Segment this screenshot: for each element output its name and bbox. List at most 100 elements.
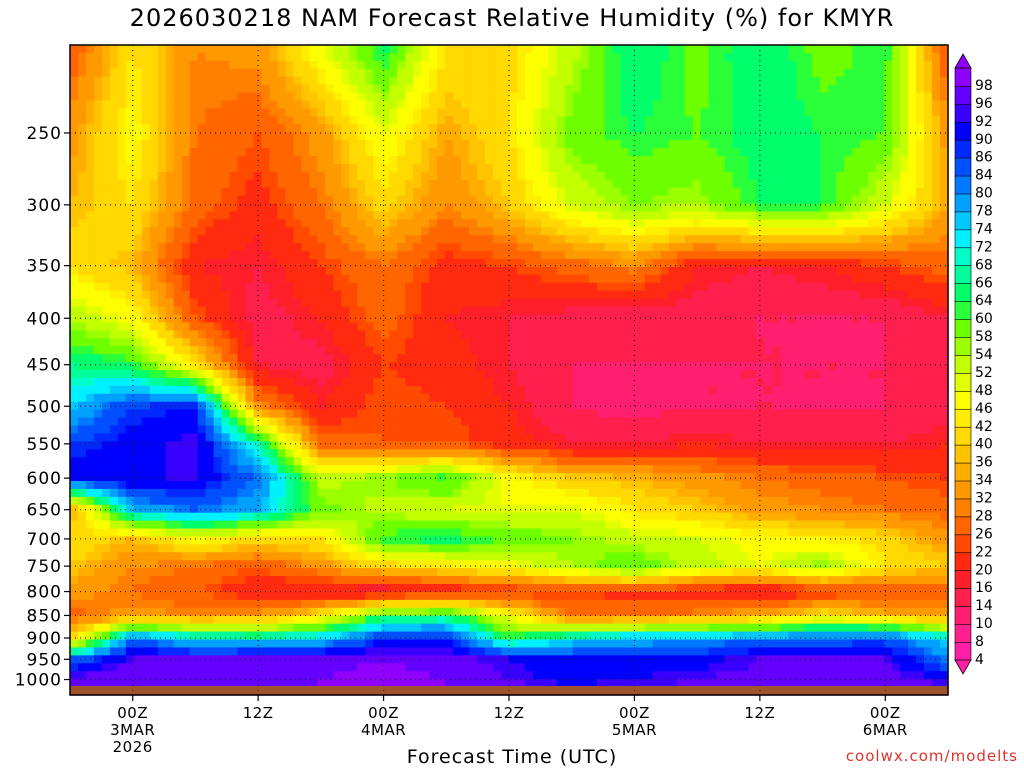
heat-cell xyxy=(101,219,111,228)
heat-cell xyxy=(716,60,726,70)
heat-cell xyxy=(317,235,327,244)
heat-cell xyxy=(397,179,406,189)
heat-cell xyxy=(524,282,534,292)
heat-cell xyxy=(93,370,103,379)
heat-cell xyxy=(908,140,917,149)
heat-cell xyxy=(341,195,350,205)
heat-cell xyxy=(357,346,366,355)
heat-cell xyxy=(405,140,414,149)
heat-cell xyxy=(684,68,694,78)
heat-cell xyxy=(213,132,223,141)
heat-cell xyxy=(205,108,215,117)
heat-cell xyxy=(676,187,686,197)
heat-cell xyxy=(764,155,773,165)
heat-cell xyxy=(253,171,263,181)
heat-cell xyxy=(700,92,710,102)
heat-cell xyxy=(141,401,151,411)
heat-cell xyxy=(509,163,518,173)
heat-cell xyxy=(740,298,750,308)
heat-cell xyxy=(389,354,398,363)
heat-cell xyxy=(892,171,901,181)
heat-cell xyxy=(429,84,438,94)
heat-cell xyxy=(157,148,167,157)
heat-cell xyxy=(636,362,646,371)
heat-cell xyxy=(820,140,829,149)
heat-cell xyxy=(221,171,231,181)
heat-cell xyxy=(668,385,678,395)
heat-cell xyxy=(269,385,279,395)
heat-cell xyxy=(940,274,949,284)
heat-cell xyxy=(445,76,454,86)
heat-cell xyxy=(940,116,949,125)
heat-cell xyxy=(932,266,941,276)
heat-cell xyxy=(868,52,877,62)
heat-cell xyxy=(588,52,598,62)
heat-cell xyxy=(325,92,334,102)
heat-cell xyxy=(596,211,606,220)
heat-cell xyxy=(908,330,917,339)
heat-cell xyxy=(229,243,239,252)
heat-cell xyxy=(756,330,766,339)
heat-cell xyxy=(716,298,726,308)
heat-cell xyxy=(437,84,446,94)
heat-cell xyxy=(261,84,271,94)
heat-cell xyxy=(301,60,311,70)
heat-cell xyxy=(588,84,598,94)
heat-cell xyxy=(237,211,247,220)
heat-cell xyxy=(157,235,167,244)
heat-cell xyxy=(548,251,558,260)
heat-cell xyxy=(724,235,734,244)
heat-cell xyxy=(596,314,606,324)
heat-cell xyxy=(189,393,199,403)
heat-cell xyxy=(261,60,271,70)
heat-cell xyxy=(125,266,135,276)
heat-cell xyxy=(860,259,869,268)
heat-cell xyxy=(588,290,598,300)
heat-cell xyxy=(277,314,287,324)
heat-cell xyxy=(644,116,654,125)
heat-cell xyxy=(429,187,438,197)
heat-cell xyxy=(652,243,662,252)
heat-cell xyxy=(716,227,726,236)
heat-cell xyxy=(365,171,374,181)
heat-cell xyxy=(524,377,534,387)
heat-cell xyxy=(133,235,143,244)
heat-cell xyxy=(397,52,406,62)
heat-cell xyxy=(740,68,750,78)
heat-cell xyxy=(812,187,821,197)
heat-cell xyxy=(812,298,821,308)
heat-cell xyxy=(181,116,191,125)
heat-cell xyxy=(253,322,263,331)
heat-cell xyxy=(876,227,885,236)
heat-cell xyxy=(317,290,327,300)
heat-cell xyxy=(724,76,734,86)
heat-cell xyxy=(213,290,223,300)
heat-cell xyxy=(341,84,350,94)
heat-cell xyxy=(493,171,502,181)
heat-cell xyxy=(556,370,566,379)
heat-cell xyxy=(229,362,239,371)
heat-cell xyxy=(564,377,574,387)
heat-cell xyxy=(381,266,390,276)
heat-cell xyxy=(85,187,95,197)
heat-cell xyxy=(620,92,630,102)
heat-cell xyxy=(692,306,702,316)
heat-cell xyxy=(205,52,215,62)
heat-cell xyxy=(892,108,901,117)
heat-cell xyxy=(796,132,805,141)
heat-cell xyxy=(213,282,223,292)
heat-cell xyxy=(445,354,454,363)
heat-cell xyxy=(764,148,773,157)
heat-cell xyxy=(828,45,837,54)
heat-cell xyxy=(844,187,853,197)
heat-cell xyxy=(732,60,742,70)
heat-cell xyxy=(493,274,502,284)
heat-cell xyxy=(213,60,223,70)
heat-cell xyxy=(117,52,127,62)
heat-cell xyxy=(820,163,829,173)
heat-cell xyxy=(860,52,869,62)
heat-cell xyxy=(700,227,710,236)
heat-cell xyxy=(373,377,382,387)
heat-cell xyxy=(916,219,925,228)
heat-cell xyxy=(780,84,789,94)
